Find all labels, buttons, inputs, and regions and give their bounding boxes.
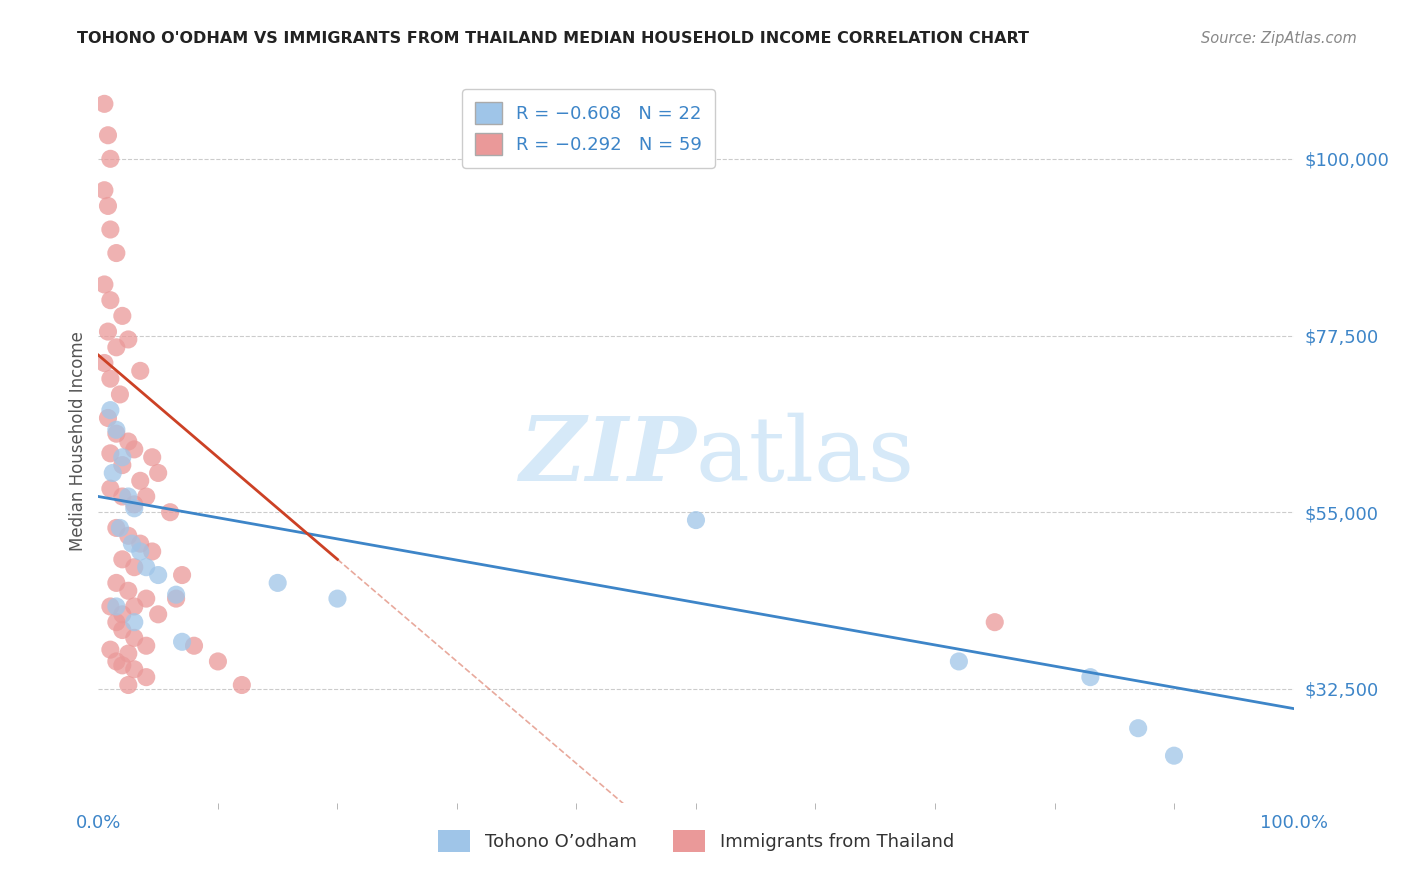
Point: [98, 152, 122, 166]
Point: [93, 277, 115, 292]
Point: [207, 655, 229, 669]
Point: [129, 544, 152, 558]
Point: [124, 442, 146, 457]
Point: [141, 450, 163, 465]
Point: [105, 615, 128, 630]
Point: [101, 466, 124, 480]
Text: TOHONO O'ODHAM VS IMMIGRANTS FROM THAILAND MEDIAN HOUSEHOLD INCOME CORRELATION C: TOHONO O'ODHAM VS IMMIGRANTS FROM THAILA…: [77, 31, 1029, 46]
Point: [183, 639, 205, 653]
Point: [124, 662, 146, 676]
Point: [105, 340, 128, 354]
Point: [98, 403, 122, 417]
Point: [105, 599, 128, 614]
Point: [984, 615, 1007, 630]
Point: [148, 568, 170, 582]
Point: [93, 356, 115, 370]
Point: [97, 199, 120, 213]
Y-axis label: Median Household Income: Median Household Income: [69, 332, 87, 551]
Point: [117, 529, 139, 543]
Point: [141, 544, 163, 558]
Point: [124, 599, 146, 614]
Point: [172, 635, 194, 649]
Point: [117, 434, 139, 449]
Point: [129, 536, 152, 550]
Point: [105, 521, 128, 535]
Point: [124, 631, 146, 645]
Point: [129, 364, 152, 378]
Point: [135, 670, 157, 684]
Point: [97, 411, 120, 425]
Point: [117, 647, 139, 661]
Point: [98, 599, 122, 614]
Point: [98, 446, 122, 460]
Point: [148, 466, 170, 480]
Point: [326, 591, 349, 606]
Point: [93, 96, 115, 111]
Point: [105, 575, 128, 590]
Point: [98, 642, 122, 657]
Point: [165, 591, 187, 606]
Point: [108, 521, 131, 535]
Point: [129, 474, 152, 488]
Point: [105, 246, 128, 260]
Point: [98, 372, 122, 386]
Point: [685, 513, 707, 527]
Point: [124, 560, 146, 574]
Point: [105, 426, 128, 441]
Point: [117, 333, 139, 347]
Point: [97, 128, 120, 143]
Point: [135, 560, 157, 574]
Point: [172, 568, 194, 582]
Point: [231, 678, 253, 692]
Point: [111, 658, 134, 673]
Point: [111, 309, 134, 323]
Point: [111, 490, 134, 504]
Point: [1128, 721, 1150, 735]
Point: [117, 678, 139, 692]
Point: [105, 655, 128, 669]
Point: [108, 387, 131, 401]
Point: [267, 575, 290, 590]
Point: [135, 591, 157, 606]
Point: [117, 583, 139, 598]
Point: [1080, 670, 1102, 684]
Text: ZIP: ZIP: [520, 413, 696, 500]
Point: [105, 423, 128, 437]
Point: [97, 325, 120, 339]
Point: [159, 505, 181, 519]
Point: [124, 615, 146, 630]
Point: [111, 458, 134, 472]
Point: [111, 450, 134, 465]
Point: [124, 497, 146, 511]
Point: [135, 639, 157, 653]
Point: [1163, 748, 1185, 763]
Text: Source: ZipAtlas.com: Source: ZipAtlas.com: [1201, 31, 1357, 46]
Legend: Tohono O’odham, Immigrants from Thailand: Tohono O’odham, Immigrants from Thailand: [430, 822, 962, 859]
Text: atlas: atlas: [696, 412, 915, 500]
Point: [165, 588, 187, 602]
Point: [124, 501, 146, 516]
Point: [98, 222, 122, 236]
Point: [948, 655, 970, 669]
Point: [111, 623, 134, 637]
Point: [111, 607, 134, 622]
Point: [117, 490, 139, 504]
Point: [98, 293, 122, 308]
Point: [135, 490, 157, 504]
Point: [111, 552, 134, 566]
Point: [98, 482, 122, 496]
Point: [121, 536, 143, 550]
Point: [148, 607, 170, 622]
Point: [93, 183, 115, 197]
